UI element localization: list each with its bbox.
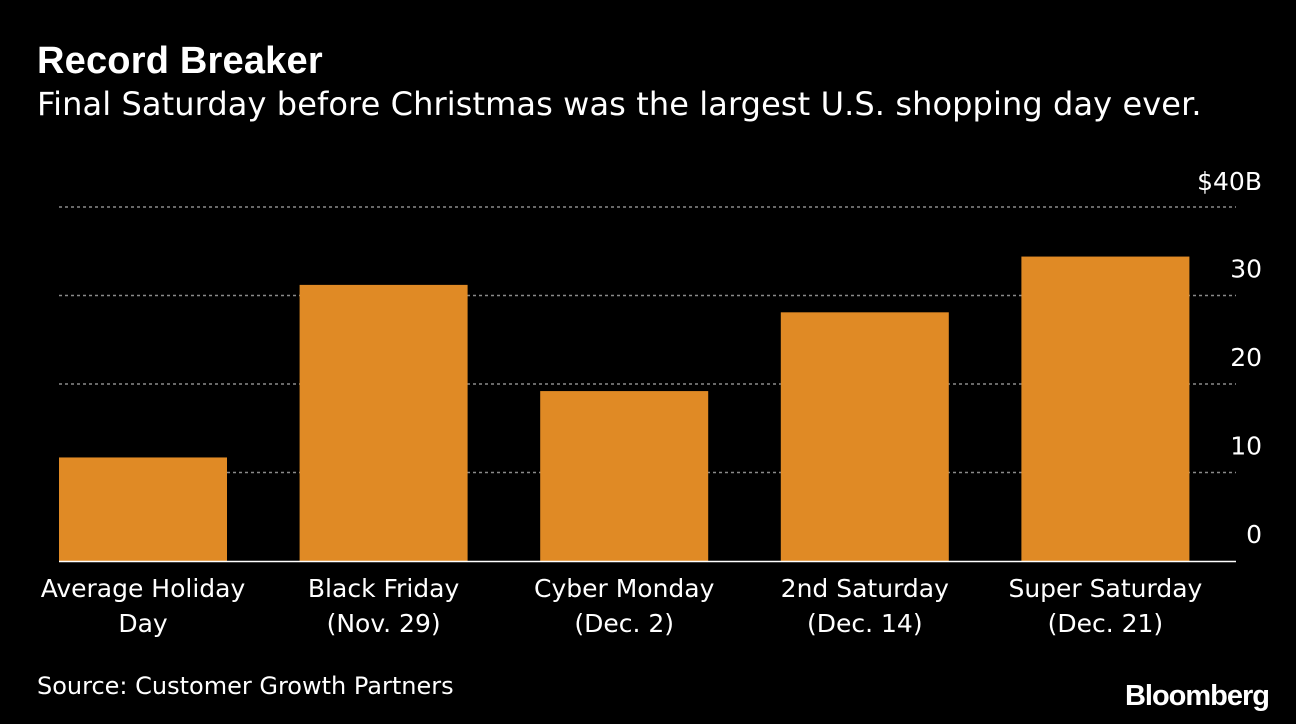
x-category-label: Cyber Monday (Dec. 2) — [534, 574, 715, 638]
y-tick-label: 20 — [1230, 343, 1262, 372]
y-tick-label: 0 — [1246, 520, 1262, 549]
chart-subtitle: Final Saturday before Christmas was the … — [37, 85, 1202, 123]
bars — [59, 256, 1190, 561]
bar — [780, 312, 949, 561]
y-axis-ticks: 0 10 20 30 $40B — [1197, 167, 1262, 549]
y-tick-label: 10 — [1230, 432, 1262, 461]
bar — [1021, 256, 1190, 561]
y-tick-label: 30 — [1230, 255, 1262, 284]
y-tick-label: $40B — [1197, 167, 1262, 196]
bloomberg-logo: Bloomberg — [1124, 680, 1270, 712]
chart-title: Record Breaker — [37, 40, 323, 82]
x-category-label: Black Friday (Nov. 29) — [308, 574, 460, 638]
x-category-label: 2nd Saturday (Dec. 14) — [781, 574, 949, 638]
source-note: Source: Customer Growth Partners — [37, 672, 454, 700]
x-category-label: Super Saturday (Dec. 21) — [1008, 574, 1202, 638]
bar — [299, 284, 468, 561]
x-axis-categories: Average Holiday Day Black Friday (Nov. 29) C… — [41, 574, 1203, 638]
bar — [540, 391, 709, 561]
bar — [59, 457, 227, 561]
x-category-label: Average Holiday Day — [41, 574, 246, 638]
